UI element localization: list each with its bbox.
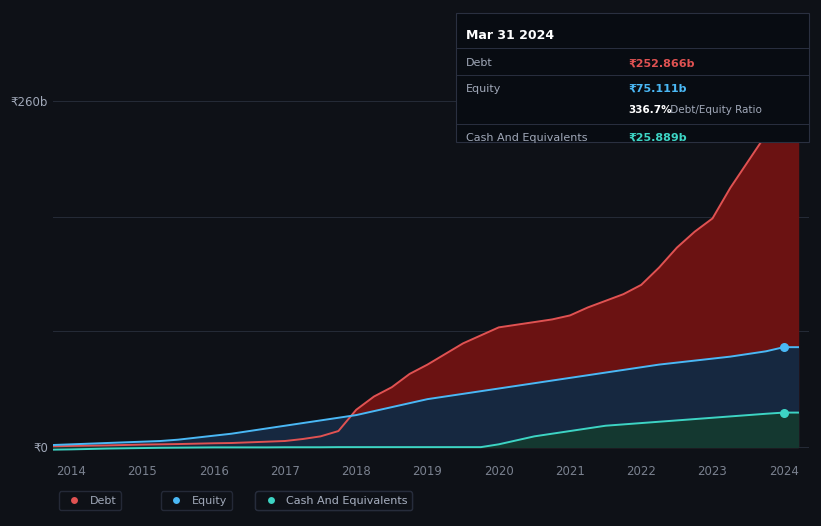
Point — [777, 107, 791, 115]
Text: ₹75.111b: ₹75.111b — [628, 84, 686, 94]
Text: Debt: Debt — [466, 58, 493, 68]
Text: ₹252.866b: ₹252.866b — [628, 58, 695, 68]
Text: ₹25.889b: ₹25.889b — [628, 133, 686, 143]
Point — [777, 408, 791, 417]
Legend: Cash And Equivalents: Cash And Equivalents — [255, 491, 412, 510]
Point — [777, 343, 791, 351]
Text: Equity: Equity — [466, 84, 501, 94]
Text: 336.7%: 336.7% — [628, 105, 672, 115]
Text: Cash And Equivalents: Cash And Equivalents — [466, 133, 587, 143]
Text: Debt/Equity Ratio: Debt/Equity Ratio — [667, 105, 763, 115]
Text: Mar 31 2024: Mar 31 2024 — [466, 28, 553, 42]
